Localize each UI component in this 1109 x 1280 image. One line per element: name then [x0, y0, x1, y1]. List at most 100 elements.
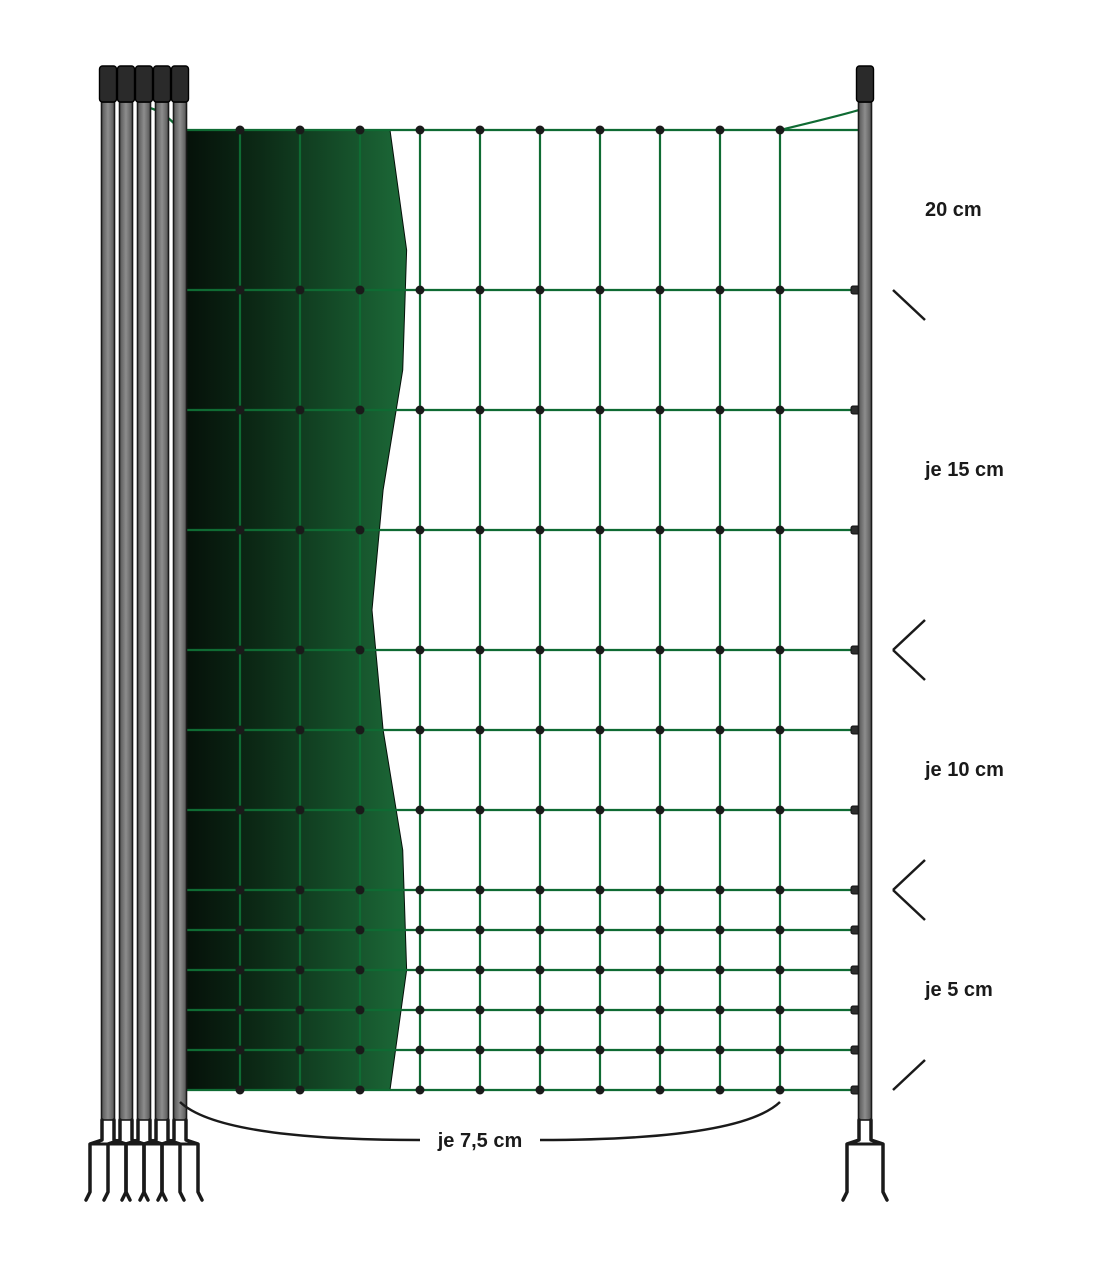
mesh-node	[296, 526, 305, 535]
mesh-node	[236, 646, 245, 655]
mesh-node	[476, 286, 485, 295]
mesh-node	[536, 526, 545, 535]
mesh-node	[356, 926, 365, 935]
mesh-node	[416, 1046, 425, 1055]
mesh-node	[716, 1006, 725, 1015]
mesh-node	[776, 966, 785, 975]
mesh-node	[236, 966, 245, 975]
mesh-node	[476, 1086, 485, 1095]
mesh-node	[476, 926, 485, 935]
mesh-node	[356, 726, 365, 735]
mesh-node	[656, 886, 665, 895]
mesh-node	[596, 726, 605, 735]
mesh-node	[416, 966, 425, 975]
mesh-node	[416, 726, 425, 735]
mesh-node	[656, 1086, 665, 1095]
mesh-node	[776, 406, 785, 415]
mesh-node	[716, 806, 725, 815]
mesh-node	[716, 886, 725, 895]
mesh-node	[656, 1046, 665, 1055]
mesh-node	[536, 966, 545, 975]
mesh-node	[716, 126, 725, 135]
mesh-node	[236, 286, 245, 295]
pole-shaft	[174, 102, 187, 1120]
mesh-node	[236, 806, 245, 815]
mesh-node	[416, 126, 425, 135]
mesh-node	[596, 966, 605, 975]
pole-foot	[122, 1120, 138, 1200]
mesh-node	[356, 806, 365, 815]
mesh-node	[536, 1046, 545, 1055]
mesh-node	[536, 126, 545, 135]
brace-line	[893, 860, 925, 890]
pole-foot	[871, 1120, 887, 1200]
mesh-node	[776, 1006, 785, 1015]
pole-shaft	[156, 102, 169, 1120]
mesh-node	[476, 126, 485, 135]
mesh-node	[236, 886, 245, 895]
mesh-node	[356, 966, 365, 975]
fence-net-diagram: 20 cmje 15 cmje 10 cmje 5 cmje 7,5 cm	[0, 0, 1109, 1280]
pole-foot	[140, 1120, 156, 1200]
pole-foot	[86, 1120, 102, 1200]
mesh-node	[656, 966, 665, 975]
mesh-node	[596, 886, 605, 895]
mesh-node	[596, 286, 605, 295]
mesh-node	[236, 126, 245, 135]
mesh-node	[776, 1046, 785, 1055]
mesh-node	[476, 1006, 485, 1015]
mesh-node	[236, 1086, 245, 1095]
mesh-node	[596, 926, 605, 935]
mesh-node	[356, 886, 365, 895]
mesh-node	[356, 526, 365, 535]
mesh-node	[416, 286, 425, 295]
mesh-node	[536, 926, 545, 935]
pole-shaft	[120, 102, 133, 1120]
mesh-node	[236, 926, 245, 935]
mesh-node	[536, 1006, 545, 1015]
mesh-node	[416, 926, 425, 935]
mesh-node	[776, 726, 785, 735]
mesh-node	[416, 526, 425, 535]
mesh-node	[656, 726, 665, 735]
mesh-node	[296, 806, 305, 815]
pole-shaft	[138, 102, 151, 1120]
mesh-node	[236, 526, 245, 535]
label-row-spacing: je 5 cm	[924, 979, 993, 1001]
mesh-node	[536, 806, 545, 815]
mesh-node	[536, 286, 545, 295]
mesh-node	[356, 406, 365, 415]
pole-cap	[136, 66, 153, 102]
brace-line	[893, 620, 925, 650]
mesh-node	[596, 646, 605, 655]
mesh-node	[776, 886, 785, 895]
mesh-node	[236, 726, 245, 735]
mesh-node	[296, 1086, 305, 1095]
mesh-node	[776, 526, 785, 535]
brace-bottom	[540, 1102, 780, 1140]
mesh-node	[776, 126, 785, 135]
mesh-node	[536, 726, 545, 735]
mesh-node	[356, 1086, 365, 1095]
mesh-node	[296, 406, 305, 415]
label-col-spacing: je 7,5 cm	[437, 1130, 523, 1152]
mesh-node	[476, 726, 485, 735]
mesh-node	[596, 526, 605, 535]
mesh-node	[296, 1006, 305, 1015]
mesh-node	[356, 1046, 365, 1055]
mesh-node	[596, 1086, 605, 1095]
mesh-node	[716, 966, 725, 975]
brace-line	[893, 650, 925, 680]
mesh-node	[656, 806, 665, 815]
mesh-node	[596, 126, 605, 135]
mesh-node	[776, 926, 785, 935]
pole-cap	[100, 66, 117, 102]
mesh-node	[296, 886, 305, 895]
mesh-node	[776, 286, 785, 295]
mesh-node	[416, 1086, 425, 1095]
mesh-node	[296, 966, 305, 975]
label-row-spacing: je 15 cm	[924, 459, 1004, 481]
brace-line	[893, 890, 925, 920]
mesh-node	[716, 406, 725, 415]
mesh-node	[656, 646, 665, 655]
